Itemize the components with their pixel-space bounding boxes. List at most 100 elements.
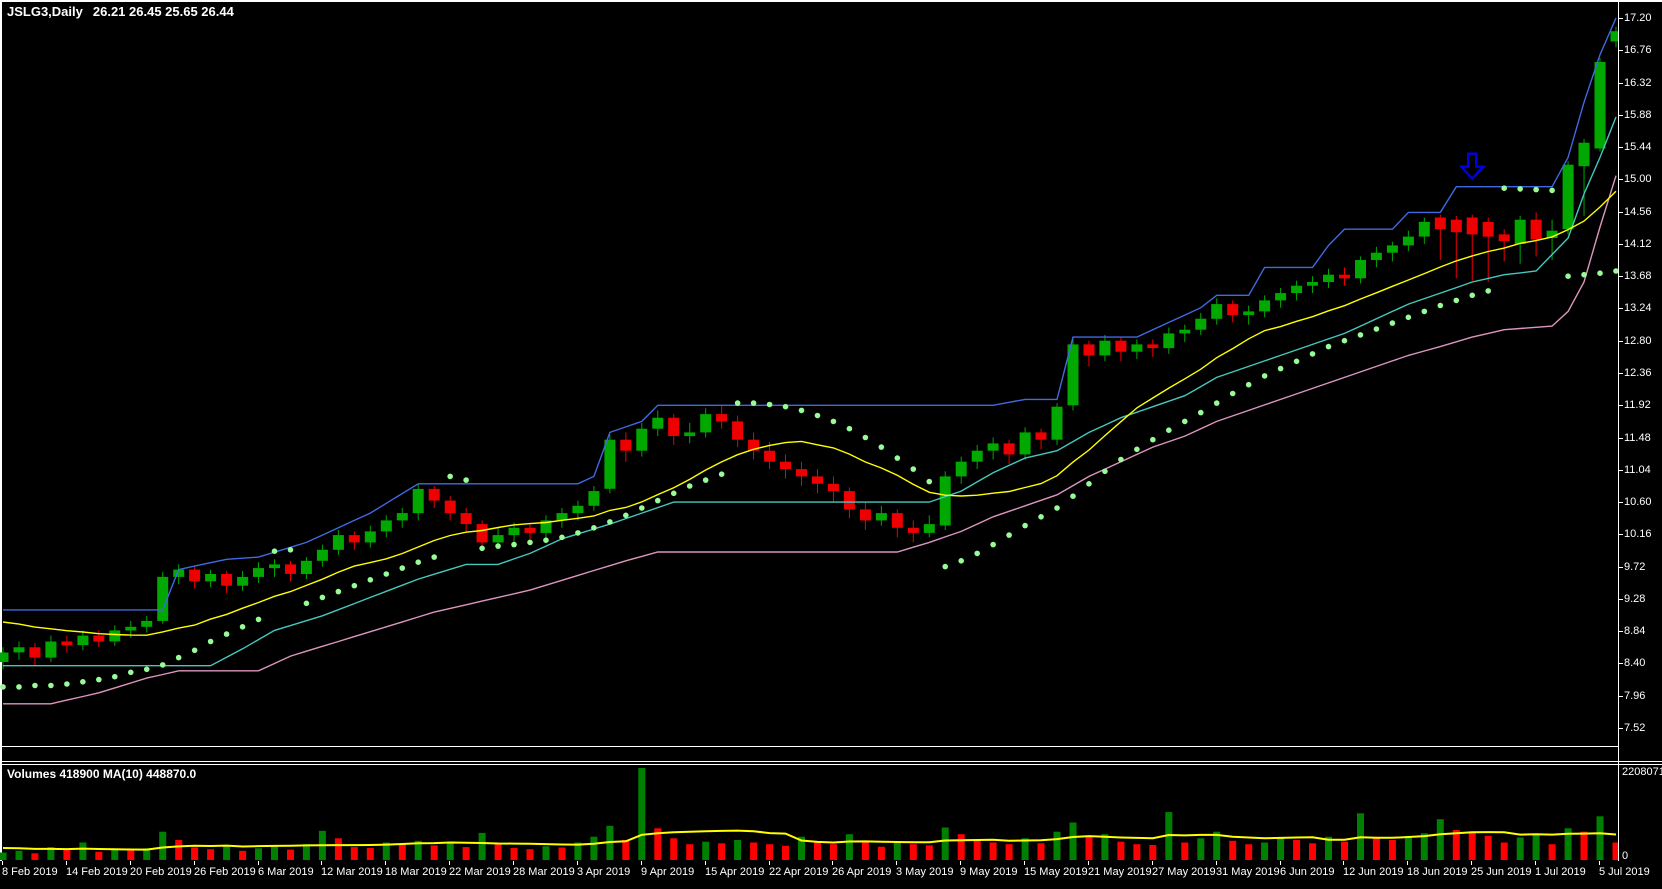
time-axis-tick (1343, 861, 1344, 865)
volume-pane-canvas[interactable] (0, 765, 1618, 861)
price-axis-label: 14.12 (1624, 238, 1652, 250)
time-axis-label: 8 Feb 2019 (2, 866, 58, 878)
time-axis-tick (130, 861, 131, 865)
price-axis-label: 8.40 (1624, 657, 1646, 669)
time-axis-tick (66, 861, 67, 865)
ohlc-values-label: 26.21 26.45 25.65 26.44 (92, 4, 234, 19)
window-left-border (0, 0, 2, 861)
mid-channel-line (3, 116, 1617, 667)
price-axis-tick (1618, 50, 1623, 51)
price-axis-label: 11.92 (1624, 399, 1651, 411)
price-axis-label: 11.04 (1624, 464, 1651, 476)
time-axis-tick (705, 861, 706, 865)
price-axis-tick (1618, 18, 1623, 19)
yellow-ma-line (2, 190, 1617, 636)
time-axis-tick (832, 861, 833, 865)
price-axis-label: 7.96 (1624, 690, 1646, 702)
price-axis-label: 15.88 (1624, 109, 1652, 121)
price-axis-label: 16.76 (1624, 44, 1652, 56)
time-axis-label: 12 Mar 2019 (321, 866, 383, 878)
price-axis-label: 10.60 (1624, 496, 1652, 508)
time-axis-label: 9 Apr 2019 (641, 866, 695, 878)
time-axis-label: 22 Mar 2019 (449, 866, 511, 878)
time-axis-tick (513, 861, 514, 865)
price-axis-tick (1618, 244, 1623, 245)
time-axis-label: 27 May 2019 (1152, 866, 1216, 878)
price-axis-label: 11.48 (1624, 432, 1651, 444)
window-top-border (0, 0, 1662, 2)
price-axis-label: 9.28 (1624, 593, 1646, 605)
price-axis-tick (1618, 276, 1623, 277)
price-axis-label: 7.52 (1624, 722, 1646, 734)
time-axis-tick (1216, 861, 1217, 865)
time-axis-label: 21 May 2019 (1088, 866, 1152, 878)
time-axis-label: 18 Jun 2019 (1407, 866, 1468, 878)
time-axis-tick (577, 861, 578, 865)
time-axis-tick (194, 861, 195, 865)
time-axis-label: 15 May 2019 (1024, 866, 1088, 878)
time-axis-tick (896, 861, 897, 865)
time-axis-tick (769, 861, 770, 865)
time-axis-label: 18 Mar 2019 (385, 866, 447, 878)
volume-ma-line (2, 829, 1617, 851)
price-axis-tick (1618, 567, 1623, 568)
price-axis-label: 9.72 (1624, 561, 1646, 573)
price-axis-label: 15.44 (1624, 141, 1652, 153)
time-axis-label: 9 May 2019 (960, 866, 1018, 878)
time-axis-label: 3 Apr 2019 (577, 866, 631, 878)
time-axis-tick (1407, 861, 1408, 865)
time-axis-tick (258, 861, 259, 865)
price-axis-tick (1618, 599, 1623, 600)
time-axis-label: 6 Mar 2019 (258, 866, 314, 878)
price-axis-tick (1618, 728, 1623, 729)
time-axis-label: 12 Jun 2019 (1343, 866, 1404, 878)
time-axis-tick (1535, 861, 1536, 865)
time-axis-label: 5 Jul 2019 (1599, 866, 1650, 878)
price-axis-tick (1618, 308, 1623, 309)
price-axis-tick (1618, 83, 1623, 84)
price-axis-tick (1618, 341, 1623, 342)
time-axis-tick (1152, 861, 1153, 865)
volume-scale-max-label: 2208071 (1622, 766, 1662, 778)
price-axis-label: 12.36 (1624, 367, 1652, 379)
time-axis-label: 6 Jun 2019 (1280, 866, 1335, 878)
price-axis-label: 8.84 (1624, 625, 1646, 637)
time-axis-tick (321, 861, 322, 865)
time-axis-tick (1599, 861, 1600, 865)
price-axis-label: 12.80 (1624, 335, 1652, 347)
price-axis-tick (1618, 373, 1623, 374)
time-axis-label: 31 May 2019 (1216, 866, 1280, 878)
price-axis-label: 13.68 (1624, 270, 1652, 282)
price-axis-tick (1618, 405, 1623, 406)
price-axis-tick (1618, 696, 1623, 697)
volume-scale-min-label: 0 (1622, 850, 1629, 862)
pane-separator-top[interactable] (0, 761, 1662, 762)
price-axis-label: 13.24 (1624, 302, 1652, 314)
price-axis-label: 15.00 (1624, 173, 1652, 185)
price-axis-tick (1618, 534, 1623, 535)
price-axis-tick (1618, 115, 1623, 116)
main-chart-canvas[interactable] (0, 0, 1618, 747)
upper-channel-line (3, 17, 1617, 611)
price-axis-tick (1618, 470, 1623, 471)
price-axis-tick (1618, 179, 1623, 180)
time-axis-tick (641, 861, 642, 865)
main-pane-bottom-border (0, 746, 1618, 747)
price-axis-label: 17.20 (1624, 12, 1652, 24)
time-axis-label: 1 Jul 2019 (1535, 866, 1586, 878)
time-axis-label: 28 Mar 2019 (513, 866, 575, 878)
sell-arrow-icon[interactable] (1458, 152, 1486, 181)
pane-separator-bottom[interactable] (0, 764, 1662, 765)
price-axis-tick (1618, 663, 1623, 664)
chart-title: JSLG3,Daily 26.21 26.45 25.65 26.44 (7, 4, 234, 19)
price-axis-label: 16.32 (1624, 77, 1652, 89)
price-axis-tick (1618, 502, 1623, 503)
candlesticks (0, 26, 1618, 670)
lower-channel-line (3, 175, 1617, 705)
time-axis-label: 25 Jun 2019 (1471, 866, 1532, 878)
price-axis-line[interactable] (1618, 2, 1619, 861)
time-axis-label: 14 Feb 2019 (66, 866, 128, 878)
time-axis-tick (449, 861, 450, 865)
volume-indicator-label: Volumes 418900 MA(10) 448870.0 (7, 767, 197, 781)
